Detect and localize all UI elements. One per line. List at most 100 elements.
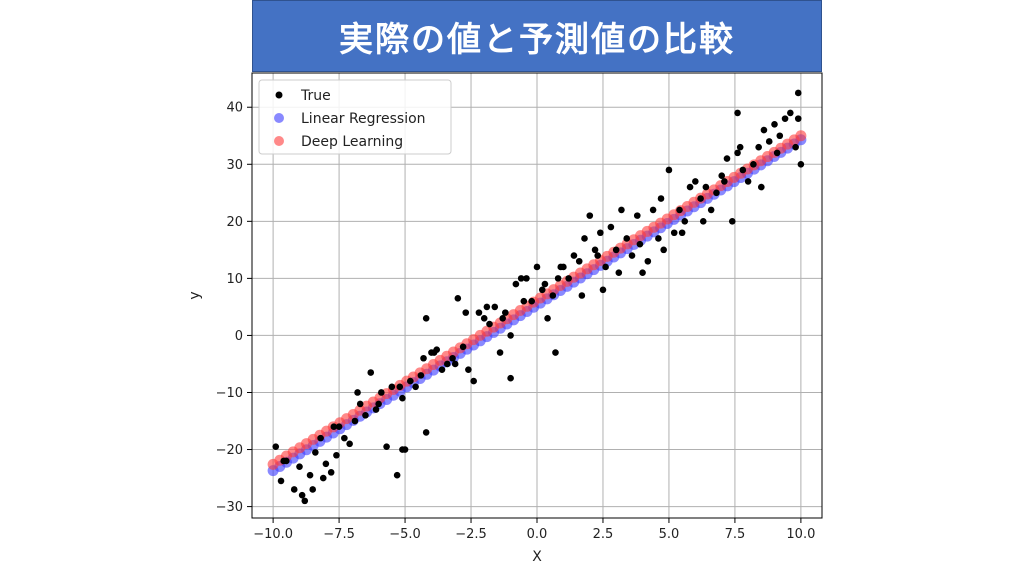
true-point: [454, 295, 462, 302]
true-point: [502, 309, 509, 316]
true-point: [554, 275, 562, 282]
y-tick-label: 0: [235, 329, 243, 344]
true-point: [781, 115, 789, 122]
true-point: [399, 394, 406, 402]
true-point: [686, 183, 694, 191]
legend-box: [258, 79, 452, 155]
true-point: [475, 309, 483, 316]
true-point: [755, 143, 762, 151]
true-point: [319, 474, 327, 482]
true-point: [533, 263, 541, 271]
true-point: [420, 354, 427, 362]
true-point: [657, 195, 665, 202]
true-point: [417, 372, 425, 379]
true-point: [599, 286, 607, 294]
true-point: [692, 178, 699, 185]
true-point: [517, 275, 525, 282]
true-point: [335, 423, 343, 431]
y-axis-label: y: [187, 291, 203, 299]
true-point: [557, 263, 565, 271]
true-point: [296, 463, 303, 470]
x-axis-label: X: [532, 549, 542, 565]
true-point: [356, 400, 364, 408]
true-point: [341, 434, 348, 442]
true-point: [462, 309, 470, 316]
true-point: [298, 491, 306, 499]
true-point: [570, 252, 578, 259]
true-point: [655, 235, 662, 242]
page-title: 実際の値と予測値の比較: [339, 19, 735, 60]
true-point: [776, 132, 784, 140]
true-point: [496, 349, 504, 356]
true-point: [520, 297, 528, 305]
true-point: [660, 246, 667, 254]
true-point: [449, 354, 456, 362]
true-point: [744, 178, 752, 185]
true-point: [697, 195, 704, 202]
true-point: [544, 315, 551, 322]
true-point: [734, 109, 741, 117]
true-point: [736, 143, 744, 151]
true-point: [507, 374, 514, 382]
true-point: [771, 121, 778, 128]
y-tick-label: −30: [216, 500, 243, 515]
true-point: [721, 178, 728, 185]
true-point: [327, 469, 335, 476]
true-point: [351, 417, 359, 425]
true-point: [422, 429, 430, 436]
true-point: [750, 160, 757, 168]
true-point: [794, 115, 802, 122]
true-point: [644, 257, 652, 265]
true-point: [399, 446, 406, 453]
x-tick-label: 7.5: [725, 527, 746, 542]
true-point: [681, 218, 689, 225]
true-point: [575, 257, 583, 265]
true-point: [312, 449, 319, 456]
true-point: [615, 269, 623, 276]
true-point: [612, 246, 620, 254]
true-point: [639, 269, 646, 276]
true-point: [602, 263, 609, 271]
true-point: [773, 149, 781, 157]
true-point: [306, 471, 314, 479]
true-point: [586, 212, 594, 219]
legend-linear-regression-marker: [274, 113, 284, 123]
true-point: [378, 389, 385, 396]
deep-learning-point: [795, 130, 807, 142]
true-point: [665, 166, 673, 174]
true-point: [578, 292, 586, 299]
true-point: [649, 206, 657, 214]
true-point: [512, 280, 520, 288]
true-point: [523, 275, 530, 282]
true-point: [480, 315, 488, 322]
true-point: [499, 315, 506, 322]
true-point: [375, 400, 382, 408]
true-point: [676, 206, 683, 214]
true-point: [396, 383, 404, 391]
true-point: [628, 252, 636, 259]
true-point: [491, 303, 499, 311]
legend-deep-learning-label: Deep Learning: [301, 134, 403, 150]
legend-true-label: True: [300, 88, 331, 104]
true-point: [678, 229, 686, 237]
true-point: [317, 434, 324, 442]
true-point: [362, 412, 369, 419]
true-point: [636, 240, 644, 248]
true-point: [723, 155, 731, 162]
plot-area: −10.0 −7.5 −5.0 −2.5 0.0 2.5 5.0 7.5 10.0 −30 −20 −…: [187, 72, 823, 565]
y-tick-label: 30: [226, 158, 243, 173]
true-point: [407, 377, 414, 385]
true-point: [393, 471, 401, 479]
true-point: [797, 160, 805, 168]
true-point: [794, 89, 802, 97]
true-point: [565, 275, 572, 282]
true-point: [486, 320, 493, 328]
true-point: [728, 218, 736, 225]
true-point: [549, 292, 557, 299]
true-point: [718, 172, 726, 179]
true-point: [333, 451, 340, 459]
true-point: [470, 377, 477, 385]
x-tick-label: −7.5: [323, 527, 355, 542]
true-point: [483, 303, 491, 311]
true-point: [388, 383, 396, 391]
